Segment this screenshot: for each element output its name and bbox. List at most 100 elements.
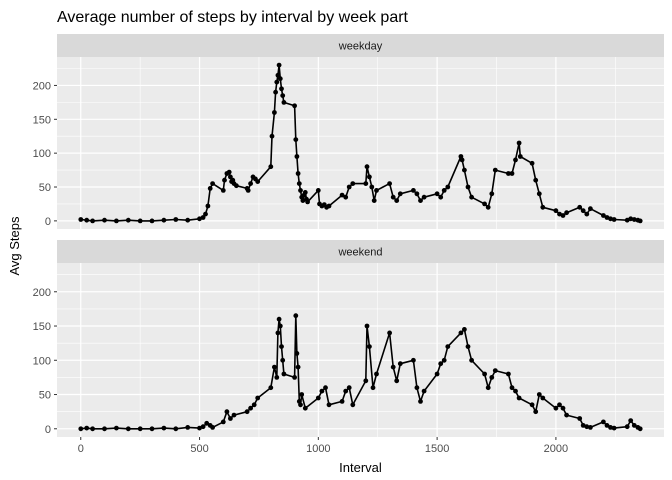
data-point xyxy=(441,357,447,363)
data-point xyxy=(275,72,281,78)
data-point xyxy=(485,385,491,391)
data-point xyxy=(560,213,566,218)
data-point xyxy=(292,103,297,109)
data-point xyxy=(210,181,216,187)
data-point xyxy=(588,425,593,430)
data-point xyxy=(577,416,583,421)
data-point xyxy=(295,171,301,176)
data-point xyxy=(78,217,84,222)
data-point xyxy=(350,181,356,187)
data-point xyxy=(577,204,583,210)
data-point xyxy=(438,361,444,367)
y-tick-label: 50 xyxy=(39,390,51,402)
y-axis-weekday: 0 50 100 150 200 xyxy=(33,80,57,228)
data-point xyxy=(560,405,566,411)
data-point xyxy=(224,409,230,415)
data-point xyxy=(281,100,287,105)
data-point xyxy=(300,198,306,204)
data-point xyxy=(245,188,251,193)
data-point xyxy=(509,171,515,176)
data-point xyxy=(367,174,372,180)
data-point xyxy=(220,188,226,193)
data-point xyxy=(293,137,299,143)
data-point xyxy=(274,375,280,380)
data-point xyxy=(197,425,202,431)
y-tick-label: 0 xyxy=(45,424,51,436)
data-point xyxy=(305,199,310,205)
data-point xyxy=(220,419,226,425)
data-point xyxy=(339,399,345,404)
data-point xyxy=(268,385,274,391)
data-point xyxy=(102,217,107,223)
data-point xyxy=(397,191,403,197)
data-point xyxy=(280,93,286,98)
data-point xyxy=(492,368,498,373)
data-point xyxy=(517,154,523,159)
data-point xyxy=(125,217,131,223)
data-point xyxy=(445,184,451,190)
data-point xyxy=(414,191,420,197)
data-point xyxy=(637,218,643,224)
data-point xyxy=(255,179,261,185)
data-point xyxy=(445,344,451,349)
y-axis-title: Avg Steps xyxy=(7,216,22,276)
data-point xyxy=(584,211,590,217)
data-point xyxy=(102,426,107,432)
chart-title: Average number of steps by interval by w… xyxy=(57,9,409,26)
data-point xyxy=(294,351,300,356)
data-point xyxy=(367,344,372,349)
x-axis-title: Interval xyxy=(339,460,382,475)
data-point xyxy=(506,371,511,377)
data-point xyxy=(298,402,303,408)
data-point xyxy=(631,217,637,222)
data-point xyxy=(210,425,216,430)
data-point xyxy=(458,330,464,336)
data-point xyxy=(228,416,233,421)
data-point xyxy=(207,186,213,191)
data-point xyxy=(628,418,634,423)
data-point xyxy=(279,344,284,349)
data-point xyxy=(276,316,282,322)
data-point xyxy=(315,395,321,401)
data-point xyxy=(482,201,487,207)
data-point xyxy=(326,402,332,408)
data-point xyxy=(540,204,546,210)
data-point xyxy=(371,198,377,204)
data-point xyxy=(513,157,518,163)
data-point xyxy=(234,183,239,189)
data-point xyxy=(84,217,90,223)
data-point xyxy=(374,371,379,377)
data-point xyxy=(84,425,90,431)
y-tick-label: 100 xyxy=(33,355,51,367)
data-point xyxy=(200,424,206,430)
data-point xyxy=(631,423,637,428)
data-point xyxy=(485,204,491,210)
data-point xyxy=(637,426,643,432)
x-axis: 0 500 1000 1500 2000 xyxy=(78,437,568,455)
data-point xyxy=(588,206,593,212)
data-point xyxy=(608,425,613,430)
data-point xyxy=(161,425,167,431)
data-point xyxy=(557,402,562,408)
x-tick-label: 2000 xyxy=(544,443,568,455)
data-point xyxy=(114,218,119,224)
data-point xyxy=(339,192,345,198)
data-point xyxy=(513,388,518,394)
data-point xyxy=(387,181,392,187)
data-point xyxy=(276,62,282,68)
data-point xyxy=(390,194,396,200)
data-point xyxy=(469,357,474,363)
strip-label-weekday: weekday xyxy=(338,41,383,53)
data-point xyxy=(411,357,416,363)
data-point xyxy=(536,191,542,197)
data-point xyxy=(90,426,95,432)
data-point xyxy=(533,177,539,183)
data-point xyxy=(114,425,119,431)
data-point xyxy=(346,385,352,391)
y-tick-label: 200 xyxy=(33,287,51,299)
data-point xyxy=(280,357,286,363)
data-point xyxy=(516,140,522,146)
data-point xyxy=(343,194,349,200)
data-point xyxy=(149,218,155,224)
